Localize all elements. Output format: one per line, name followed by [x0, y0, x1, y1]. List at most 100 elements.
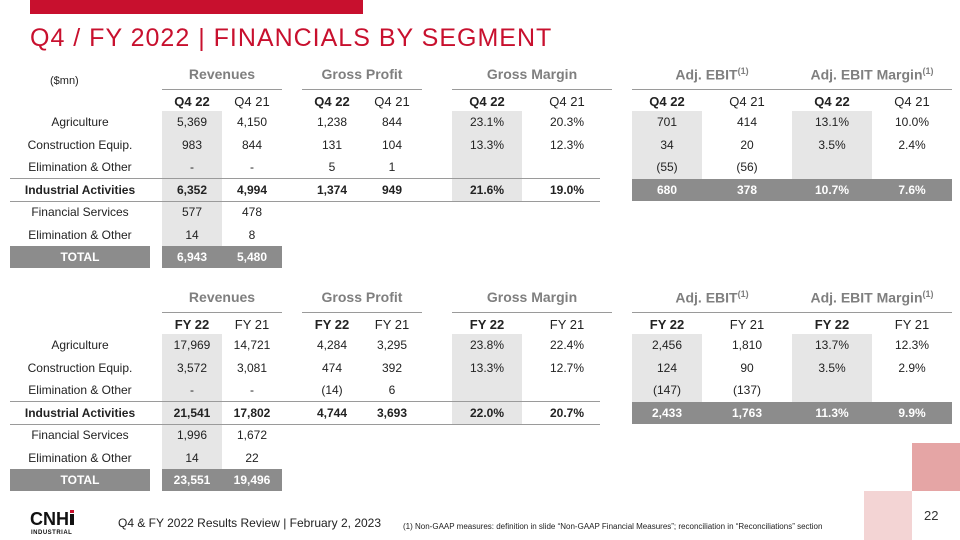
table-cell: 5: [328, 160, 336, 174]
shaded-column: [162, 111, 222, 201]
table-cell: 2.9%: [898, 360, 926, 375]
table-cell: 983: [181, 137, 203, 152]
table-cell: 19,496: [233, 473, 271, 487]
group-header-gross-profit: Gross Profit: [302, 289, 422, 305]
group-header-label: Revenues: [188, 289, 256, 305]
table-cell: 13.3%: [469, 137, 505, 152]
footnote-marker: (1): [737, 66, 749, 76]
table-cell: 2,433: [651, 405, 683, 420]
table-cell: 1,672: [236, 428, 268, 442]
shaded-column: [162, 424, 222, 469]
fy-financials-table: Revenues Gross Profit Gross Margin Adj. EBI…: [0, 286, 960, 498]
group-header-adj-ebit: Adj. EBIT(1): [632, 66, 792, 83]
table-cell: 13.1%: [814, 115, 850, 129]
table-cell: 13.3%: [469, 360, 505, 375]
table-cell: 6,943: [176, 250, 208, 264]
column-header: Q4 22: [649, 94, 685, 109]
table-cell: 1,810: [731, 338, 763, 352]
group-header-underline: [792, 89, 952, 90]
table-cell: 11.3%: [815, 405, 849, 420]
column-header: FY 22: [314, 317, 350, 332]
table-cell: 474: [321, 360, 343, 375]
group-header-label: Gross Profit: [321, 289, 403, 305]
table-cell: 392: [381, 360, 403, 375]
table-cell: 5,480: [236, 250, 268, 264]
decor-square-light: [864, 491, 912, 540]
row-label: Agriculture: [51, 115, 109, 129]
group-header-adj-ebit: Adj. EBIT(1): [632, 289, 792, 306]
table-cell: 478: [241, 205, 263, 219]
row-label: Financial Services: [31, 205, 129, 219]
footnote-marker: (1): [922, 66, 934, 76]
column-header: FY 21: [234, 317, 270, 332]
group-header-underline: [302, 312, 422, 313]
table-cell: 4,284: [316, 338, 348, 352]
table-cell: 21.6%: [469, 182, 505, 197]
table-cell: 22: [245, 450, 259, 465]
column-header: Q4 22: [314, 94, 350, 109]
table-cell: 7.6%: [898, 182, 926, 197]
logo-text: CNH: [30, 509, 69, 529]
table-cell: 1,996: [176, 428, 208, 442]
table-cell: 131: [321, 137, 343, 152]
group-header-underline: [632, 89, 792, 90]
table-cell: (55): [656, 160, 678, 174]
table-cell: 22.0%: [469, 405, 505, 420]
column-header: FY 21: [374, 317, 410, 332]
group-header-adj-ebit-margin: Adj. EBIT Margin(1): [792, 66, 952, 83]
logo-subtext: INDUSTRIAL: [31, 530, 72, 536]
table-cell: 13.7%: [814, 338, 850, 352]
table-cell: 9.9%: [898, 405, 926, 420]
highlight-background: [792, 178, 952, 201]
table-cell: 12.3%: [549, 137, 585, 152]
table-cell: 8: [248, 227, 256, 242]
table-cell: 1,374: [316, 182, 348, 197]
footnote-text: (1) Non-GAAP measures: definition in sli…: [403, 522, 823, 531]
column-header: FY 22: [469, 317, 505, 332]
table-cell: 3,081: [236, 360, 268, 375]
table-cell: -: [250, 383, 254, 397]
q4-financials-table: Revenues Gross Profit Gross Margin Adj. EBI…: [0, 63, 960, 275]
group-header-label: Adj. EBIT: [675, 289, 738, 306]
table-cell: 4,150: [236, 115, 268, 129]
table-cell: 17,802: [233, 405, 271, 420]
group-header-underline: [302, 89, 422, 90]
table-cell: 34: [660, 137, 674, 152]
shaded-column: [452, 111, 522, 201]
column-header: FY 22: [174, 317, 210, 332]
table-cell: 19.0%: [549, 182, 585, 197]
row-label: Elimination & Other: [28, 383, 132, 397]
table-cell: 20.3%: [549, 115, 585, 129]
table-cell: 5,369: [176, 115, 208, 129]
column-header: Q4 21: [234, 94, 270, 109]
table-cell: 4,744: [316, 405, 348, 420]
group-header-revenues: Revenues: [162, 289, 282, 305]
table-cell: 701: [656, 115, 678, 129]
row-label: Elimination & Other: [28, 227, 132, 242]
table-cell: 3.5%: [818, 360, 846, 375]
row-label: TOTAL: [10, 246, 150, 268]
row-separator: [10, 200, 600, 202]
table-cell: 577: [181, 205, 203, 219]
table-cell: 680: [656, 182, 678, 197]
column-header: Q4 22: [814, 94, 850, 109]
row-label: Construction Equip.: [27, 360, 133, 375]
row-label: Construction Equip.: [27, 137, 133, 152]
table-cell: 6,352: [176, 182, 208, 197]
group-header-underline: [452, 312, 612, 313]
group-header-label: Gross Profit: [321, 66, 403, 82]
page-title: Q4 / FY 2022 | FINANCIALS BY SEGMENT: [30, 24, 553, 52]
group-header-underline: [792, 312, 952, 313]
column-header: FY 21: [549, 317, 585, 332]
group-header-label: Gross Margin: [486, 66, 578, 82]
highlight-background: [632, 178, 792, 201]
group-header-underline: [162, 89, 282, 90]
column-header: FY 22: [814, 317, 850, 332]
table-cell: 2,456: [651, 338, 683, 352]
table-cell: -: [250, 160, 254, 174]
total-row-background: [162, 469, 282, 491]
table-cell: 10.0%: [894, 115, 930, 129]
group-header-adj-ebit-margin: Adj. EBIT Margin(1): [792, 289, 952, 306]
column-header: FY 21: [894, 317, 930, 332]
table-cell: 90: [740, 360, 754, 375]
